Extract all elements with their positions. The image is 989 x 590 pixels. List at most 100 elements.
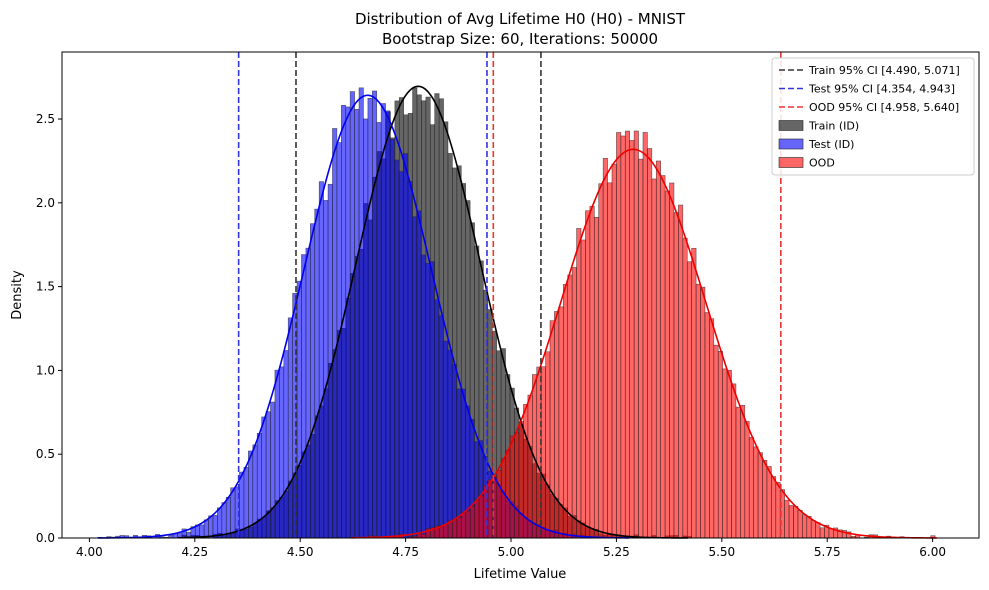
histogram-bar	[442, 340, 448, 539]
x-tick-label: 5.25	[603, 545, 630, 559]
histogram-bar	[305, 247, 311, 539]
histogram-bar	[433, 299, 440, 539]
histogram-bar	[221, 502, 227, 539]
legend-hist-swatch	[778, 120, 804, 131]
histogram-bar	[616, 132, 622, 539]
histogram-bar	[518, 420, 524, 539]
histogram-bar	[602, 158, 608, 539]
histogram-bar	[230, 487, 236, 539]
histogram-bar	[287, 317, 293, 539]
histogram-bar	[624, 130, 631, 539]
histogram-bar	[753, 446, 759, 539]
histogram-bar	[283, 350, 289, 539]
histogram-bar	[709, 318, 715, 539]
histogram-bar	[806, 515, 812, 539]
histogram-bar	[314, 208, 320, 539]
kde-line-series-0	[177, 85, 689, 539]
x-axis-label: Lifetime Value	[474, 567, 567, 582]
legend-entries: Train 95% CI [4.490, 5.071] Test 95% CI […	[778, 64, 960, 170]
histogram-bar	[589, 205, 595, 539]
histogram-bar	[398, 171, 404, 539]
histogram-bar	[762, 460, 768, 539]
histogram-bar	[793, 505, 799, 539]
x-tick-label: 4.50	[287, 545, 314, 559]
histogram-bar	[775, 482, 781, 539]
histogram-bar	[585, 210, 591, 539]
histogram-bar	[421, 533, 427, 539]
histogram-bar	[385, 110, 391, 539]
histogram-bar	[562, 284, 569, 539]
histogram-bar	[722, 368, 728, 539]
histogram-bar	[735, 406, 741, 539]
histogram-bar	[416, 210, 422, 539]
histogram-bar	[828, 528, 834, 539]
legend: Train 95% CI [4.490, 5.071] Test 95% CI […	[771, 57, 975, 176]
histogram-bar	[700, 286, 706, 539]
histogram-bar	[394, 159, 400, 539]
histogram-bar	[660, 175, 666, 539]
y-tick-label: 2.0	[36, 196, 55, 210]
y-axis-label: Density	[10, 270, 25, 320]
chart-title-line1: Distribution of Avg Lifetime H0 (H0) - M…	[355, 10, 686, 28]
histogram-bar	[443, 524, 449, 539]
legend-box	[771, 57, 975, 176]
histogram-bar	[367, 98, 373, 539]
y-tick-label: 2.5	[36, 112, 55, 126]
histogram-bar	[456, 517, 462, 539]
histogram-bar	[664, 190, 670, 539]
kde-line-series-2	[350, 148, 937, 539]
y-axis: 0.0 0.5 1.0 1.5 2.0 2.5	[36, 112, 62, 545]
histogram-bar	[380, 103, 386, 539]
x-tick-label: 5.50	[708, 545, 735, 559]
histogram-bar	[402, 153, 409, 539]
legend-hist-swatch	[778, 138, 804, 150]
histogram-bar	[323, 200, 329, 539]
y-tick-label: 0.0	[36, 531, 55, 545]
legend-ci-label: Test 95% CI [4.354, 4.943]	[808, 83, 955, 96]
histogram-bar	[208, 515, 214, 539]
histogram-bar	[465, 510, 471, 539]
legend-hist-label: OOD	[809, 157, 835, 170]
histogram-bar	[673, 212, 679, 539]
histogram-bar	[647, 148, 653, 539]
histogram-bar	[461, 512, 467, 539]
x-tick-label: 5.75	[814, 545, 841, 559]
histogram-bar	[279, 366, 285, 539]
histogram-bar	[620, 135, 626, 539]
histogram-bar	[487, 479, 493, 539]
y-tick-label: 1.0	[36, 363, 55, 377]
histogram-bar	[607, 182, 613, 539]
histogram-bar	[554, 311, 560, 539]
histogram-bar	[819, 527, 825, 539]
histogram-bar	[576, 228, 582, 539]
histogram-bar	[545, 351, 551, 539]
histogram-bar	[438, 315, 444, 539]
histogram-bar	[296, 280, 302, 539]
histogram-bar	[642, 132, 648, 539]
histogram-bar	[549, 320, 555, 539]
histogram-bar	[788, 505, 794, 539]
histogram-bar	[810, 520, 816, 539]
x-axis: 4.00 4.25 4.50 4.75 5.00 5.25 5.50 5.75 6.00	[76, 538, 946, 559]
histogram-bar	[571, 267, 577, 539]
histogram-bar	[713, 344, 719, 539]
histogram-bar	[274, 369, 280, 539]
histogram-bar	[598, 183, 604, 539]
histogram-bar	[451, 363, 457, 539]
x-tick-label: 4.25	[181, 545, 208, 559]
histogram-bar	[629, 140, 635, 539]
y-tick-label: 0.5	[36, 447, 55, 461]
kde-layer	[97, 85, 937, 539]
histogram-bar	[638, 158, 644, 539]
histogram-bar	[593, 217, 600, 539]
legend-hist-label: Train (ID)	[808, 120, 859, 133]
histogram-bar	[633, 130, 639, 539]
histogram-bar	[212, 515, 218, 539]
histogram-bar	[717, 351, 723, 539]
plot-frame	[61, 51, 980, 539]
histogram-bar	[655, 160, 661, 539]
x-tick-label: 4.00	[76, 545, 103, 559]
histogram-bar	[411, 216, 417, 539]
